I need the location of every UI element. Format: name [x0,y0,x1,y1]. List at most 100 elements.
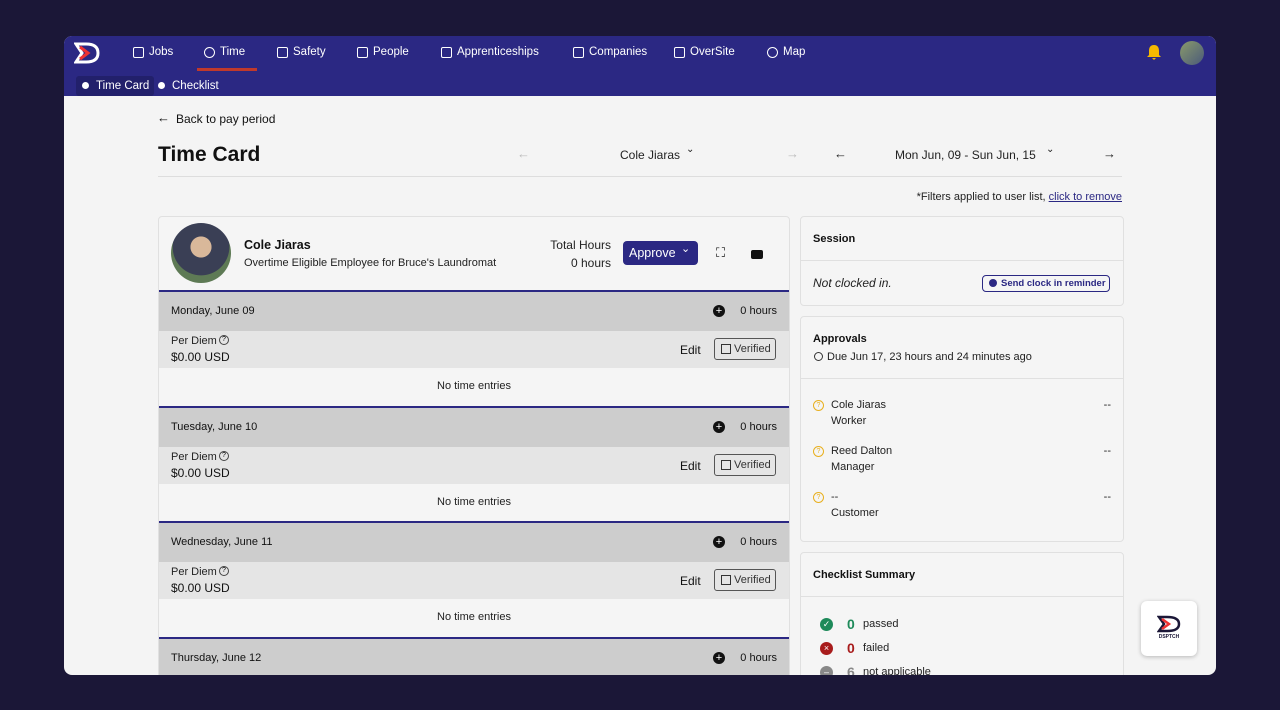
day-label: Thursday, June 12 [171,651,262,664]
edit-link[interactable]: Edit [680,574,701,588]
checklist-label: failed [863,642,890,654]
per-diem-value: $0.00 USD [171,581,230,595]
per-diem-help: ? [219,335,229,345]
day-label: Tuesday, June 10 [171,420,258,433]
checklist-card: Checklist Summary ✓ 0 passed × 0 failed – 6 not a… [800,552,1124,675]
day-border [159,521,789,523]
day-hours: 0 hours [740,651,777,664]
next-user[interactable]: → [786,146,799,161]
nav-item[interactable]: Map [783,46,806,58]
reminder-button[interactable]: Send clock in reminder [982,275,1110,292]
per-diem-value: $0.00 USD [171,350,230,364]
approve-chevron: ⌄ [681,243,691,255]
per-diem-value: $0.00 USD [171,465,230,480]
per-diem-label: Per Diem [171,450,217,463]
approver-role: Manager [831,461,875,473]
nav-item[interactable]: Safety [293,46,326,58]
approver-name: Reed Dalton [831,445,893,457]
verified-label: Verified [734,343,771,355]
add-entry[interactable]: + [713,536,725,548]
subnav-item[interactable]: Time Card [96,80,150,92]
day-label: Wednesday, June 11 [171,536,273,548]
day-label: Monday, June 09 [171,305,255,317]
nav-item[interactable]: Time [220,46,246,58]
add-entry[interactable]: + [713,305,725,317]
app-window: Jobs Time Safety People Apprenticeships Compa… [64,36,1216,675]
active-underline [197,68,257,71]
edit-link[interactable]: Edit [680,343,701,357]
approver-value: -- [1103,491,1111,503]
subnav-dot [82,82,89,89]
checklist-count: 0 [847,616,855,632]
approver-role: Customer [831,507,879,519]
help-badge[interactable]: DSPTCH [1141,601,1197,656]
user-avatar[interactable] [1180,41,1204,65]
badge-text: DSPTCH [1158,634,1180,640]
checkbox [721,344,731,354]
day-header [159,638,789,675]
nav-icon [573,47,584,58]
employee-photo [171,223,231,283]
checklist-label: not applicable [863,666,931,675]
verified-button[interactable]: Verified [714,453,776,476]
no-entries: No time entries [437,611,511,623]
session-title: Session [813,233,856,245]
nav-item[interactable]: Apprenticeships [457,46,539,58]
employee-name: Cole Jiaras [244,238,311,252]
nav-item[interactable]: Companies [589,46,648,58]
logo[interactable] [74,42,102,64]
verified-button[interactable]: Verified [714,338,776,360]
add-entry[interactable]: + [713,420,725,433]
checklist-title: Checklist Summary [813,569,916,581]
verified-button[interactable]: Verified [714,569,776,591]
filter-link[interactable]: click to remove [1048,191,1122,203]
nav-item[interactable]: People [373,46,409,58]
divider [801,596,1123,597]
nav-item[interactable]: Jobs [149,46,174,58]
per-diem-row [159,446,789,484]
nav-item[interactable]: OverSite [690,46,735,58]
active-subnav-bg [76,76,154,96]
approver-name: Cole Jiaras [831,399,887,411]
approver-name: -- [831,491,839,503]
next-period[interactable]: → [1103,146,1116,161]
approvals-card: Approvals Due Jun 17, 23 hours and 24 min… [800,316,1124,542]
expand-icon[interactable]: ⛶ [716,245,726,260]
day-hours: 0 hours [740,536,777,548]
session-status: Not clocked in. [813,276,892,290]
no-entries: No time entries [437,495,511,508]
lock-icon[interactable] [751,250,763,259]
day-header [159,523,789,562]
clock-icon [989,279,997,287]
nav-icon [277,47,288,58]
user-chevron: ⌄ [686,144,695,155]
add-entry[interactable]: + [713,651,725,664]
page-title: Time Card [158,143,261,166]
prev-user[interactable]: ← [517,146,530,161]
reminder-label: Send clock in reminder [1001,278,1106,289]
verified-label: Verified [734,574,771,586]
per-diem-help: ? [219,450,229,461]
back-arrow[interactable]: ← [157,110,170,125]
day-border [159,636,789,639]
period-select[interactable]: Mon Jun, 09 - Sun Jun, 15 [895,148,1036,162]
back-link[interactable]: Back to pay period [176,112,276,126]
subnav-item[interactable]: Checklist [172,80,219,92]
checklist-label: passed [863,618,899,630]
nav-icon [441,47,452,58]
status-icon: ✓ [820,618,833,631]
approvals-title: Approvals [813,333,867,345]
prev-period[interactable]: ← [834,146,847,161]
checklist-count: 6 [847,664,855,675]
edit-link[interactable]: Edit [680,458,701,473]
approve-button[interactable]: Approve ⌄ [623,241,698,265]
per-diem-row [159,331,789,368]
filter-text: *Filters applied to user list, [916,191,1049,203]
day-border [159,405,789,408]
nav-icon [674,47,685,58]
pending-icon: ? [813,492,824,503]
notifications[interactable] [1146,44,1162,60]
user-select[interactable]: Cole Jiaras [620,148,681,162]
status-icon: – [820,666,833,675]
status-icon: × [820,642,833,655]
